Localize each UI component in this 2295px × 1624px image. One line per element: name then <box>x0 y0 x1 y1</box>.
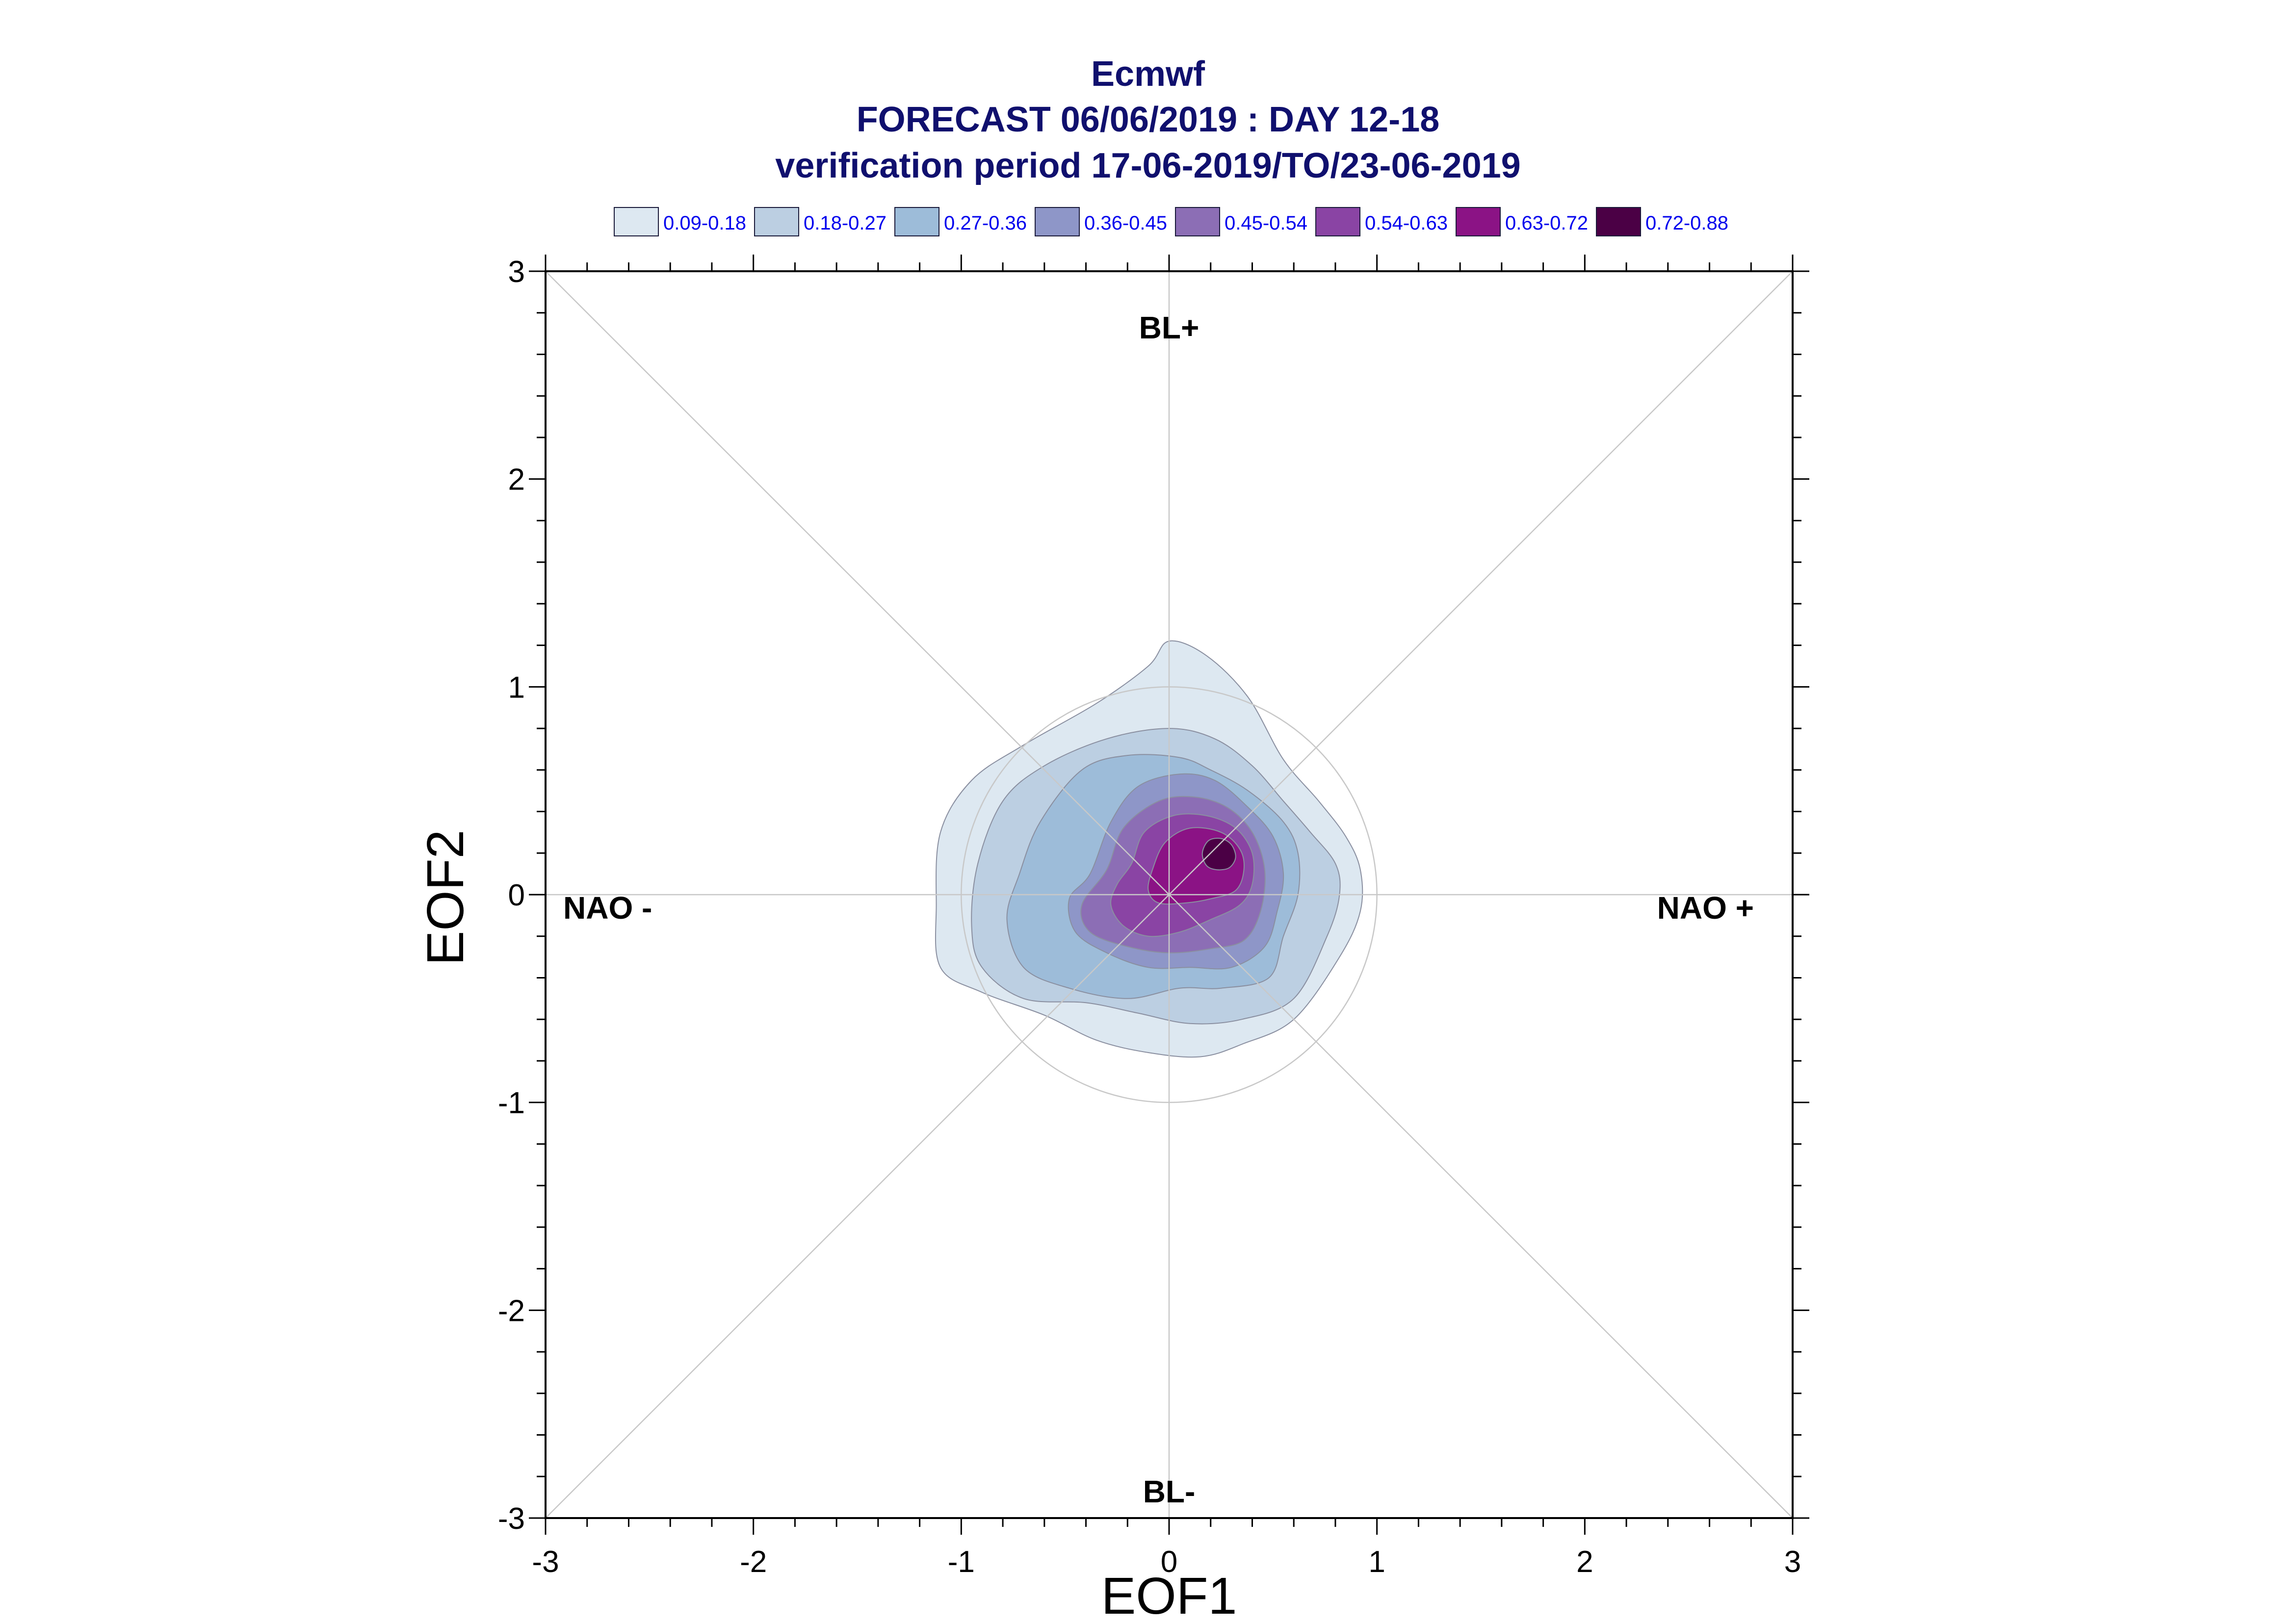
legend-swatch-7 <box>1456 207 1501 236</box>
legend-swatch-8 <box>1596 207 1641 236</box>
diagonal-line-2 <box>545 271 1793 1519</box>
legend-swatch-4 <box>1035 207 1080 236</box>
y-tick-label: 0 <box>508 878 525 912</box>
x-tick-label: 1 <box>1368 1545 1385 1579</box>
y-tick-label: -3 <box>498 1502 525 1536</box>
legend-label-3: 0.27-0.36 <box>944 212 1027 234</box>
axis-ticks: -3 -2 -1 0 1 2 3 -3 -2 -1 0 1 2 3 <box>498 255 1809 1579</box>
legend-label-8: 0.72-0.88 <box>1645 212 1728 234</box>
reference-circle <box>961 686 1378 1103</box>
legend-label-7: 0.63-0.72 <box>1505 212 1588 234</box>
x-tick-label: -3 <box>532 1545 559 1579</box>
x-axis-title: EOF1 <box>1101 1567 1237 1624</box>
y-tick-label: 1 <box>508 670 525 704</box>
density-contours <box>935 640 1363 1058</box>
x-tick-label: 2 <box>1576 1545 1593 1579</box>
legend: 0.09-0.18 0.18-0.27 0.27-0.36 0.36-0.45 0.45… <box>614 207 1728 236</box>
legend-label-4: 0.36-0.45 <box>1084 212 1167 234</box>
y-tick-label: 2 <box>508 463 525 497</box>
x-tick-label: 0 <box>1161 1545 1177 1579</box>
chart-title-line-3: verification period 17-06-2019/TO/23-06-… <box>775 146 1520 185</box>
x-tick-label: 3 <box>1784 1545 1801 1579</box>
chart-title-line-2: FORECAST 06/06/2019 : DAY 12-18 <box>857 100 1440 139</box>
y-tick-label: -2 <box>498 1294 525 1328</box>
legend-swatch-1 <box>614 207 659 236</box>
legend-label-2: 0.18-0.27 <box>804 212 887 234</box>
plot-area: -3 -2 -1 0 1 2 3 -3 -2 -1 0 1 2 3 <box>498 255 1809 1579</box>
guide-lines <box>545 271 1793 1519</box>
legend-label-5: 0.45-0.54 <box>1225 212 1307 234</box>
legend-swatch-2 <box>754 207 799 236</box>
regime-label-right: NAO + <box>1657 890 1754 926</box>
contour-level-8 <box>1201 837 1236 871</box>
legend-swatch-3 <box>894 207 939 236</box>
regime-label-top: BL+ <box>1139 310 1200 345</box>
x-tick-label: -2 <box>740 1545 767 1579</box>
legend-swatch-6 <box>1315 207 1360 236</box>
y-tick-label: 3 <box>508 255 525 289</box>
legend-swatch-5 <box>1175 207 1220 236</box>
y-axis-title: EOF2 <box>417 830 474 966</box>
legend-label-6: 0.54-0.63 <box>1365 212 1448 234</box>
regime-label-left: NAO - <box>563 890 652 926</box>
regime-label-bottom: BL- <box>1143 1474 1196 1509</box>
x-tick-label: -1 <box>948 1545 975 1579</box>
legend-label-1: 0.09-0.18 <box>663 212 746 234</box>
y-tick-label: -1 <box>498 1086 525 1120</box>
chart-title-line-1: Ecmwf <box>1091 54 1205 94</box>
